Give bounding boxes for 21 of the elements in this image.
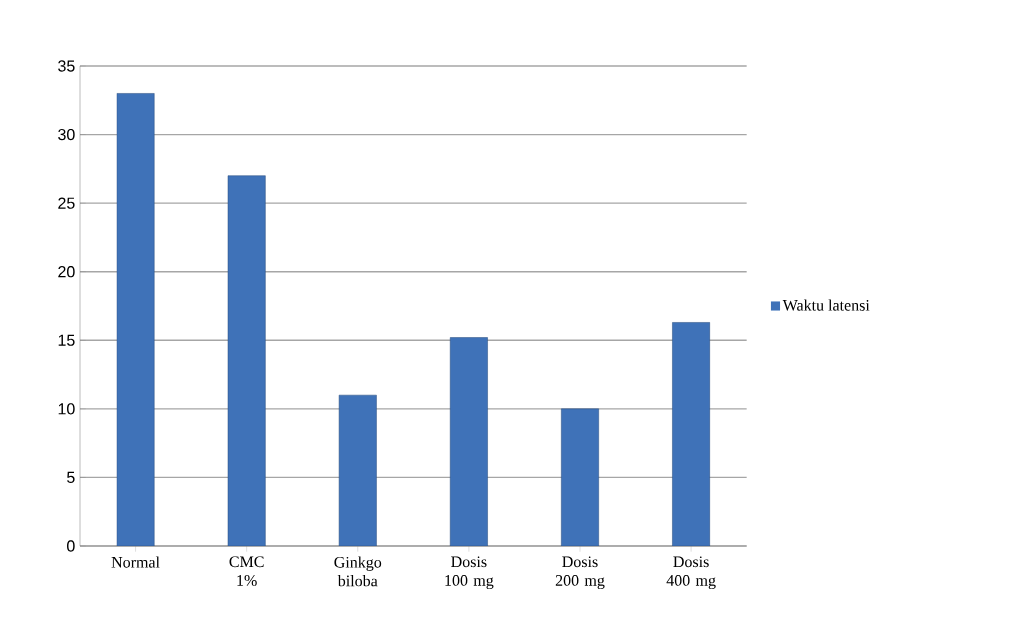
x-tick-label: Ginkgo biloba	[334, 556, 382, 587]
y-tick-label: 30	[58, 128, 75, 141]
x-tick-label: Dosis 400 mg	[666, 556, 716, 590]
y-tick-label: 5	[67, 471, 75, 483]
legend-label: Waktu latensi	[782, 299, 870, 311]
y-tick-label: 10	[58, 403, 75, 415]
bar	[227, 175, 266, 546]
bar	[338, 394, 377, 546]
bar	[561, 408, 599, 546]
bar	[672, 322, 711, 546]
y-tick-label: 0	[67, 540, 75, 552]
y-tick-label: 35	[58, 60, 75, 72]
bar	[116, 93, 155, 546]
y-tick-label: 15	[58, 334, 75, 346]
bar	[449, 337, 488, 546]
x-tick-label: CMC 1%	[229, 556, 264, 586]
x-tick-label: Dosis 100 mg	[445, 556, 494, 590]
x-tick-label: Dosis 200 mg	[555, 556, 605, 590]
y-tick-label: 25	[58, 197, 75, 209]
y-tick-label: 20	[58, 266, 75, 278]
x-tick-label: Normal	[111, 556, 160, 568]
